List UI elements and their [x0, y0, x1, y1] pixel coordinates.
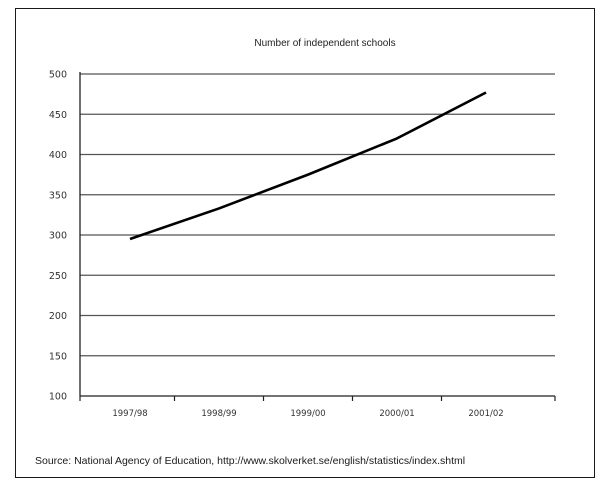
chart-title: Number of independent schools	[254, 38, 395, 49]
source-note: Source: National Agency of Education, ht…	[35, 455, 466, 467]
y-tick-label: 400	[49, 150, 67, 161]
y-tick-labels: 100 150 200 250 300 350 400 450 500	[49, 70, 67, 403]
y-tick-label: 300	[49, 231, 67, 242]
gridlines	[80, 73, 555, 357]
x-tick-labels: 1997/98 1998/99 1999/00 2000/01 2001/02	[112, 409, 503, 419]
axes	[79, 72, 556, 401]
y-tick-label: 150	[49, 351, 67, 362]
y-tick-label: 350	[49, 190, 67, 201]
x-tick-label: 2000/01	[379, 409, 414, 419]
x-tick-label: 1999/00	[290, 409, 325, 419]
x-tick-label: 1997/98	[112, 409, 147, 419]
y-tick-label: 450	[49, 110, 67, 121]
series	[129, 91, 487, 241]
y-tick-label: 500	[49, 70, 67, 81]
chart-frame	[15, 8, 595, 478]
y-tick-label: 200	[49, 311, 67, 322]
y-tick-label: 250	[49, 271, 67, 282]
y-tick-label: 100	[49, 392, 67, 403]
series-line	[129, 91, 487, 241]
x-tick-label: 1998/99	[201, 409, 236, 419]
x-tick-label: 2001/02	[468, 409, 503, 419]
